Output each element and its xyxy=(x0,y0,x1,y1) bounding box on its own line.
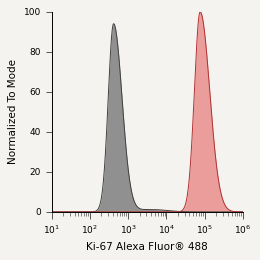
X-axis label: Ki-67 Alexa Fluor® 488: Ki-67 Alexa Fluor® 488 xyxy=(86,242,208,252)
Y-axis label: Normalized To Mode: Normalized To Mode xyxy=(8,59,18,164)
